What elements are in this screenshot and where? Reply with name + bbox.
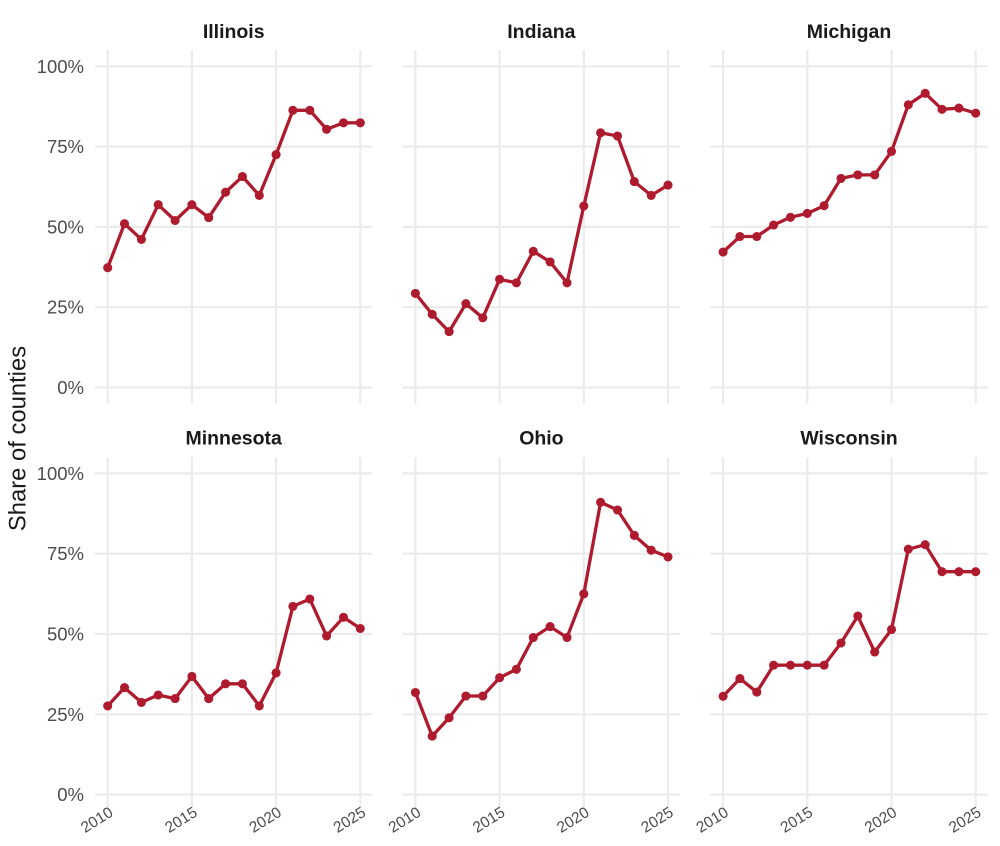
svg-text:0%: 0% <box>57 377 84 398</box>
svg-text:Ohio: Ohio <box>519 428 563 450</box>
svg-text:Wisconsin: Wisconsin <box>800 428 897 450</box>
svg-text:0%: 0% <box>57 784 84 805</box>
svg-text:Minnesota: Minnesota <box>185 428 282 450</box>
svg-text:Michigan: Michigan <box>807 21 892 43</box>
svg-text:Illinois: Illinois <box>203 21 265 43</box>
svg-text:25%: 25% <box>47 704 84 725</box>
svg-text:Indiana: Indiana <box>507 21 575 43</box>
svg-text:50%: 50% <box>47 216 84 237</box>
svg-text:Share of counties: Share of counties <box>5 346 32 531</box>
svg-text:100%: 100% <box>37 56 84 77</box>
svg-text:25%: 25% <box>47 297 84 318</box>
svg-text:75%: 75% <box>47 136 84 157</box>
svg-text:100%: 100% <box>37 463 84 484</box>
svg-text:75%: 75% <box>47 543 84 564</box>
svg-text:50%: 50% <box>47 624 84 645</box>
